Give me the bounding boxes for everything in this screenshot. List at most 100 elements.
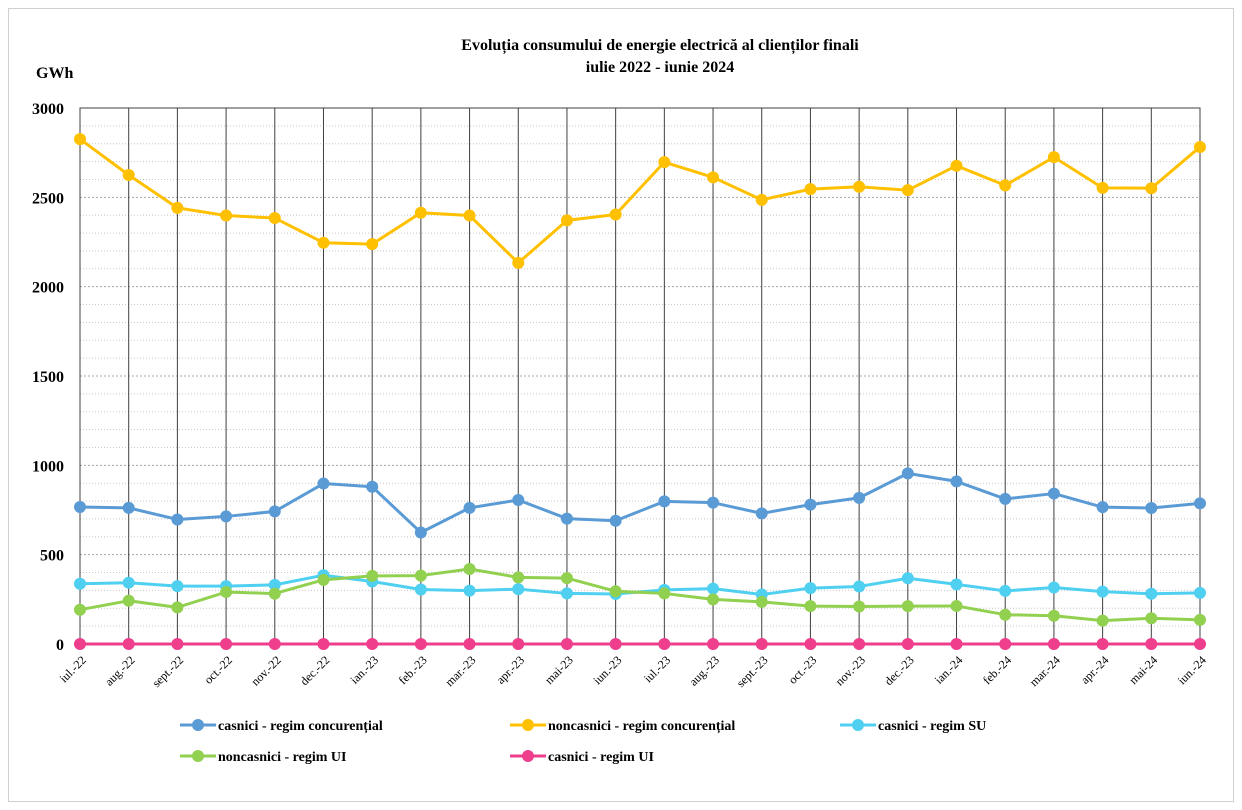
x-tick-label: dec.-22 (297, 653, 332, 688)
data-point (999, 608, 1012, 621)
legend-label: casnici - regim SU (878, 719, 986, 734)
data-point (853, 491, 866, 504)
data-point (463, 584, 476, 597)
series-line (79, 137, 1201, 265)
data-point (1194, 586, 1206, 599)
y-tick-label: 1000 (32, 458, 64, 475)
y-tick-label: 2500 (32, 190, 64, 207)
data-point (1194, 638, 1206, 650)
y-axis-unit-label: GWh (36, 65, 73, 82)
data-point (171, 513, 184, 526)
legend-item: casnici - regim SU (840, 719, 986, 734)
data-point (122, 576, 135, 589)
data-point (122, 594, 135, 607)
data-point (609, 638, 622, 650)
data-point (901, 467, 914, 480)
data-point (268, 212, 281, 225)
data-point (122, 169, 135, 181)
data-point (1096, 638, 1109, 650)
data-point (414, 526, 427, 539)
data-point (171, 638, 184, 650)
data-point (74, 577, 86, 590)
data-point (220, 209, 233, 222)
x-axis-ticks: iul.-22 aug.-22 sept.-22 oct.-22 nov.-22 dec.… (57, 653, 1209, 690)
data-point (707, 582, 720, 595)
x-tick-label: ian.-24 (932, 653, 966, 687)
data-point (707, 593, 720, 606)
x-tick-label: aug.-23 (686, 653, 722, 689)
data-point (609, 585, 622, 598)
legend-swatch-marker (522, 750, 534, 762)
data-point (999, 492, 1012, 505)
data-point (853, 600, 866, 613)
x-tick-label: ian.-23 (347, 653, 381, 687)
series-line (79, 471, 1201, 535)
data-point (950, 638, 963, 650)
data-point (1096, 614, 1109, 627)
x-tick-label: iun.-23 (590, 653, 624, 687)
data-point (560, 572, 573, 585)
data-point (804, 638, 817, 650)
data-point (463, 562, 476, 575)
data-point (1047, 151, 1060, 164)
data-point (999, 638, 1012, 650)
data-point (366, 569, 379, 582)
data-point (512, 256, 525, 269)
data-point (560, 512, 573, 525)
data-point (1047, 487, 1060, 500)
legend-item: casnici - regim UI (510, 750, 654, 765)
data-point (999, 179, 1012, 192)
data-point (414, 638, 427, 650)
legend-swatch-marker (522, 719, 534, 731)
data-point (1145, 587, 1158, 600)
legend-item: noncasnici - regim concurențial (510, 719, 735, 734)
data-point (414, 583, 427, 596)
data-point (171, 201, 184, 214)
data-point (658, 587, 671, 600)
data-point (268, 638, 281, 650)
data-point (122, 638, 135, 650)
data-point (1194, 613, 1206, 626)
data-point (171, 580, 184, 593)
x-tick-label: mar.-24 (1027, 653, 1063, 689)
data-point (560, 638, 573, 650)
data-point (512, 583, 525, 596)
legend-item: casnici - regim concurențial (180, 719, 383, 734)
chart-title-line-1: Evoluția consumului de energie electrică… (461, 37, 859, 55)
data-point (512, 571, 525, 584)
legend-label: casnici - regim UI (548, 750, 654, 765)
data-point (755, 193, 768, 206)
data-point (853, 580, 866, 593)
x-tick-label: aug.-22 (102, 653, 138, 689)
x-tick-label: mai-23 (542, 653, 576, 687)
y-tick-label: 0 (56, 637, 64, 654)
data-point (950, 599, 963, 612)
data-point (755, 595, 768, 608)
x-tick-label: apr.-23 (493, 653, 527, 687)
x-tick-label: sept.-22 (149, 653, 186, 690)
legend-swatch-marker (192, 750, 204, 762)
x-tick-label: dec.-23 (882, 653, 917, 688)
data-point (804, 183, 817, 196)
series-4 (74, 638, 1206, 650)
y-axis-ticks: 0 500 1000 1500 2000 2500 3000 (32, 101, 64, 654)
data-point (220, 638, 233, 650)
data-point (658, 156, 671, 169)
legend-swatch-marker (192, 719, 204, 731)
data-point (609, 514, 622, 527)
legend-label: noncasnici - regim UI (218, 750, 346, 765)
y-tick-label: 500 (40, 548, 64, 565)
data-point (512, 638, 525, 650)
gridlines (79, 107, 1201, 645)
y-tick-label: 3000 (32, 101, 64, 118)
y-tick-label: 1500 (32, 369, 64, 386)
data-point (901, 572, 914, 585)
data-point (74, 603, 86, 616)
data-point (755, 507, 768, 520)
x-tick-label: feb.-24 (980, 653, 1014, 687)
x-tick-label: apr.-24 (1078, 653, 1112, 687)
data-point (74, 500, 86, 513)
x-tick-label: iul.-22 (57, 653, 89, 685)
data-point (414, 569, 427, 582)
data-point (901, 600, 914, 613)
